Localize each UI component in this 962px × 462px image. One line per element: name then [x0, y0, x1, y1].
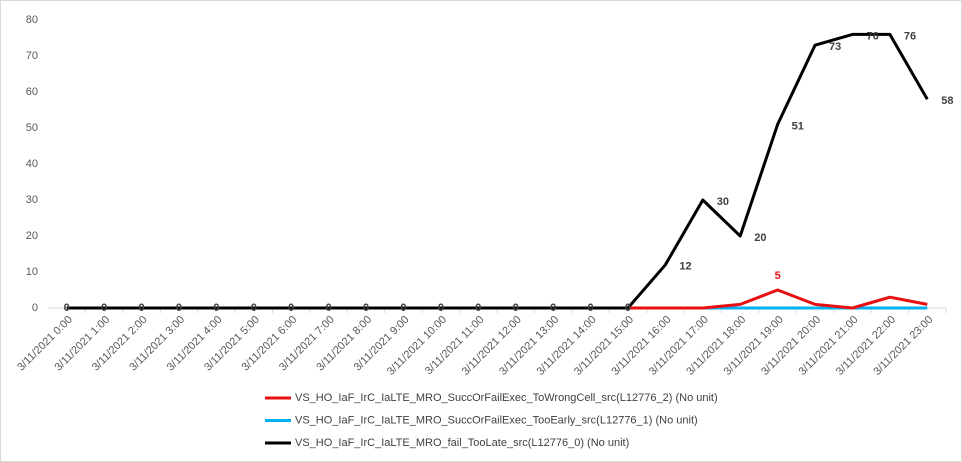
legend-label: VS_HO_IaF_IrC_IaLTE_MRO_SuccOrFailExec_T… [295, 414, 698, 426]
data-label: 73 [829, 41, 841, 53]
data-label: 5 [775, 270, 781, 282]
data-label: 0 [625, 302, 631, 314]
data-label: 0 [550, 302, 556, 314]
y-tick-label: 40 [26, 158, 38, 170]
data-label: 0 [213, 302, 219, 314]
data-label: 0 [64, 302, 70, 314]
series-line [66, 32, 929, 310]
data-label: 51 [792, 120, 804, 132]
legend-label: VS_HO_IaF_IrC_IaLTE_MRO_fail_TooLate_src… [295, 437, 629, 449]
data-label: 0 [176, 302, 182, 314]
data-label: 0 [251, 302, 257, 314]
data-label: 0 [587, 302, 593, 314]
y-tick-label: 30 [26, 194, 38, 206]
legend-label: VS_HO_IaF_IrC_IaLTE_MRO_SuccOrFailExec_T… [295, 392, 718, 404]
y-tick-label: 60 [26, 86, 38, 98]
data-label: 0 [101, 302, 107, 314]
data-label: 0 [400, 302, 406, 314]
data-label: 0 [326, 302, 332, 314]
y-tick-label: 80 [26, 14, 38, 26]
data-label: 0 [513, 302, 519, 314]
data-label: 20 [754, 232, 766, 244]
data-label: 76 [866, 30, 878, 42]
data-label: 0 [138, 302, 144, 314]
y-tick-label: 20 [26, 230, 38, 242]
data-label: 58 [941, 95, 953, 107]
y-tick-label: 70 [26, 50, 38, 62]
data-label: 12 [679, 261, 691, 273]
data-label: 0 [288, 302, 294, 314]
data-label: 0 [475, 302, 481, 314]
data-label: 0 [438, 302, 444, 314]
data-label: 0 [363, 302, 369, 314]
data-label: 30 [717, 196, 729, 208]
y-tick-label: 10 [26, 266, 38, 278]
y-tick-label: 50 [26, 122, 38, 134]
y-tick-label: 0 [32, 302, 38, 314]
data-label: 76 [904, 30, 916, 42]
